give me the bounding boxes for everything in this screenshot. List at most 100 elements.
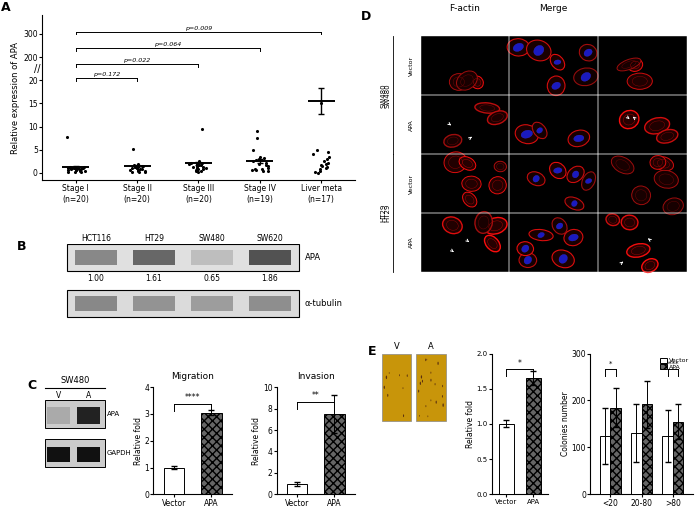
Ellipse shape (552, 250, 574, 268)
Text: SW620: SW620 (256, 234, 283, 243)
Bar (662, 436, 673, 494)
Ellipse shape (554, 168, 562, 173)
Text: *: * (518, 358, 522, 368)
Ellipse shape (519, 253, 537, 267)
Ellipse shape (606, 214, 620, 226)
Bar (610, 407, 621, 494)
Text: SW480: SW480 (61, 376, 90, 385)
Ellipse shape (631, 186, 650, 204)
Ellipse shape (387, 394, 388, 397)
Y-axis label: Relative fold: Relative fold (466, 400, 475, 448)
Point (253, 160, 265, 168)
Bar (499, 424, 514, 494)
Bar (77, 447, 100, 462)
Point (316, 162, 327, 170)
Text: *: * (609, 360, 612, 367)
Point (138, 162, 149, 170)
Ellipse shape (399, 374, 400, 376)
Bar (510, 37, 598, 95)
Point (200, 164, 211, 172)
Point (323, 152, 335, 161)
Text: p=0.172: p=0.172 (93, 72, 120, 77)
Ellipse shape (645, 117, 670, 134)
Bar (164, 468, 184, 494)
Ellipse shape (620, 110, 639, 129)
Ellipse shape (403, 414, 404, 417)
Ellipse shape (526, 40, 551, 61)
Bar (382, 353, 412, 421)
Bar (510, 213, 598, 272)
Point (314, 166, 326, 175)
Bar (510, 154, 598, 213)
Text: ****: **** (666, 360, 680, 367)
Point (190, 167, 202, 175)
Ellipse shape (568, 130, 589, 147)
Point (197, 163, 209, 171)
Bar (46, 439, 105, 467)
Ellipse shape (565, 197, 584, 210)
Ellipse shape (585, 179, 591, 183)
Ellipse shape (425, 358, 426, 361)
Ellipse shape (484, 217, 507, 234)
Ellipse shape (517, 242, 533, 255)
Ellipse shape (550, 55, 565, 70)
Ellipse shape (547, 76, 565, 96)
Ellipse shape (522, 245, 529, 252)
Point (132, 166, 144, 174)
Ellipse shape (421, 375, 422, 379)
Ellipse shape (463, 192, 477, 207)
Text: Vector: Vector (410, 174, 414, 194)
Point (262, 162, 274, 170)
Ellipse shape (422, 380, 423, 383)
Point (195, 161, 206, 169)
Point (262, 167, 274, 175)
Ellipse shape (449, 74, 468, 90)
Point (315, 99, 326, 108)
Point (251, 127, 262, 135)
Y-axis label: Relative fold: Relative fold (134, 417, 143, 465)
Ellipse shape (386, 375, 387, 379)
Ellipse shape (419, 415, 420, 417)
Ellipse shape (420, 382, 421, 385)
Ellipse shape (475, 212, 492, 233)
Point (323, 148, 334, 156)
Ellipse shape (487, 111, 508, 125)
Bar (421, 213, 510, 272)
Point (321, 163, 332, 171)
Point (76, 164, 87, 173)
Bar (598, 95, 687, 154)
Text: V: V (394, 342, 400, 351)
Text: 1.86: 1.86 (261, 274, 278, 283)
Ellipse shape (489, 177, 506, 194)
Point (62, 168, 74, 177)
Text: HT29: HT29 (144, 234, 164, 243)
Text: APA: APA (410, 119, 414, 130)
Point (192, 162, 203, 170)
Point (193, 161, 204, 169)
Bar (421, 213, 510, 272)
Bar (421, 95, 510, 154)
Text: E: E (368, 345, 376, 358)
Text: B: B (17, 241, 27, 253)
Bar (673, 422, 683, 494)
Bar (510, 95, 598, 154)
Ellipse shape (442, 403, 444, 407)
Bar (248, 296, 290, 311)
Point (66, 165, 77, 174)
Point (196, 166, 207, 175)
Point (69, 163, 80, 171)
Y-axis label: Relative fold: Relative fold (253, 417, 261, 465)
Point (192, 167, 203, 176)
Ellipse shape (556, 223, 563, 229)
Point (133, 160, 144, 168)
Bar (598, 154, 687, 213)
Ellipse shape (462, 176, 481, 192)
Bar (598, 154, 687, 213)
Point (134, 165, 146, 173)
Bar (526, 378, 540, 494)
Ellipse shape (537, 128, 542, 133)
Point (260, 159, 272, 167)
Y-axis label: Relative expression of APA: Relative expression of APA (11, 42, 20, 153)
Bar (133, 296, 175, 311)
Point (62, 165, 74, 174)
